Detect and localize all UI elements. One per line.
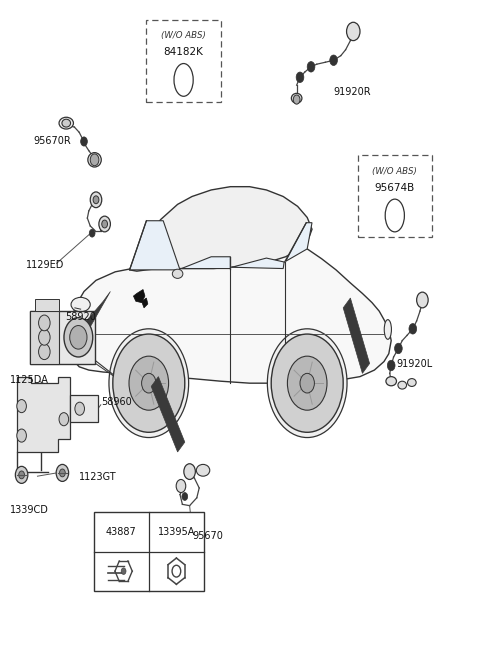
Circle shape <box>387 360 395 371</box>
Circle shape <box>17 429 26 442</box>
Ellipse shape <box>88 153 101 167</box>
Circle shape <box>38 344 50 360</box>
Text: 1339CD: 1339CD <box>10 504 48 515</box>
Circle shape <box>90 192 102 208</box>
Circle shape <box>172 565 181 577</box>
Ellipse shape <box>386 377 396 386</box>
Circle shape <box>296 72 304 83</box>
Ellipse shape <box>196 464 210 476</box>
Circle shape <box>64 318 93 357</box>
Polygon shape <box>70 291 110 350</box>
Polygon shape <box>181 257 230 269</box>
FancyBboxPatch shape <box>358 155 432 237</box>
FancyBboxPatch shape <box>146 20 221 102</box>
Polygon shape <box>142 298 148 308</box>
Ellipse shape <box>172 269 183 278</box>
Circle shape <box>38 315 50 331</box>
Circle shape <box>142 373 156 393</box>
Ellipse shape <box>384 320 392 339</box>
Text: 1123GT: 1123GT <box>79 472 117 482</box>
Bar <box>35 299 59 311</box>
Polygon shape <box>286 223 312 261</box>
Text: 95670: 95670 <box>192 531 223 541</box>
Circle shape <box>38 329 50 345</box>
Polygon shape <box>130 221 180 270</box>
Circle shape <box>109 329 189 438</box>
Circle shape <box>99 216 110 232</box>
Ellipse shape <box>59 117 73 129</box>
Polygon shape <box>343 298 370 373</box>
Ellipse shape <box>398 381 407 389</box>
Text: 84182K: 84182K <box>164 47 204 57</box>
Text: 95670R: 95670R <box>34 136 72 146</box>
Circle shape <box>417 292 428 308</box>
Polygon shape <box>130 187 312 271</box>
Polygon shape <box>151 377 185 452</box>
Ellipse shape <box>62 119 71 127</box>
Circle shape <box>90 154 99 166</box>
Circle shape <box>182 493 188 500</box>
Circle shape <box>121 568 126 574</box>
Text: 13395A: 13395A <box>158 527 195 537</box>
Text: 1125DA: 1125DA <box>10 375 48 385</box>
Polygon shape <box>72 237 391 383</box>
Circle shape <box>19 471 24 479</box>
Circle shape <box>129 356 168 410</box>
Circle shape <box>113 334 185 432</box>
Text: 1129ED: 1129ED <box>26 260 65 271</box>
Ellipse shape <box>291 93 302 103</box>
Ellipse shape <box>71 297 90 312</box>
Circle shape <box>102 220 108 228</box>
Polygon shape <box>133 290 145 303</box>
Polygon shape <box>232 258 284 269</box>
Circle shape <box>56 464 69 481</box>
Circle shape <box>267 329 347 438</box>
Circle shape <box>300 373 314 393</box>
Text: 95674B: 95674B <box>375 183 415 193</box>
Circle shape <box>93 196 99 204</box>
Text: 58920: 58920 <box>65 312 96 322</box>
Circle shape <box>75 402 84 415</box>
Bar <box>30 311 95 364</box>
Circle shape <box>307 62 315 72</box>
Bar <box>30 311 59 364</box>
Circle shape <box>395 343 402 354</box>
Circle shape <box>347 22 360 41</box>
Text: 58960: 58960 <box>101 396 132 407</box>
Polygon shape <box>17 377 70 452</box>
Bar <box>70 395 98 422</box>
Circle shape <box>15 466 28 483</box>
Bar <box>94 512 204 591</box>
Circle shape <box>70 326 87 349</box>
Text: 91920L: 91920L <box>396 358 432 369</box>
Circle shape <box>59 413 69 426</box>
Circle shape <box>293 95 300 104</box>
Circle shape <box>17 400 26 413</box>
Circle shape <box>176 479 186 493</box>
Text: 43887: 43887 <box>106 527 137 537</box>
Circle shape <box>81 137 87 146</box>
Text: 91920R: 91920R <box>334 86 371 97</box>
Circle shape <box>409 324 417 334</box>
Circle shape <box>60 469 65 477</box>
Circle shape <box>288 356 327 410</box>
Circle shape <box>184 464 195 479</box>
Circle shape <box>271 334 343 432</box>
Circle shape <box>330 55 337 66</box>
Text: (W/O ABS): (W/O ABS) <box>161 31 206 41</box>
Text: (W/O ABS): (W/O ABS) <box>372 167 417 176</box>
Ellipse shape <box>408 379 416 386</box>
Circle shape <box>89 229 95 237</box>
